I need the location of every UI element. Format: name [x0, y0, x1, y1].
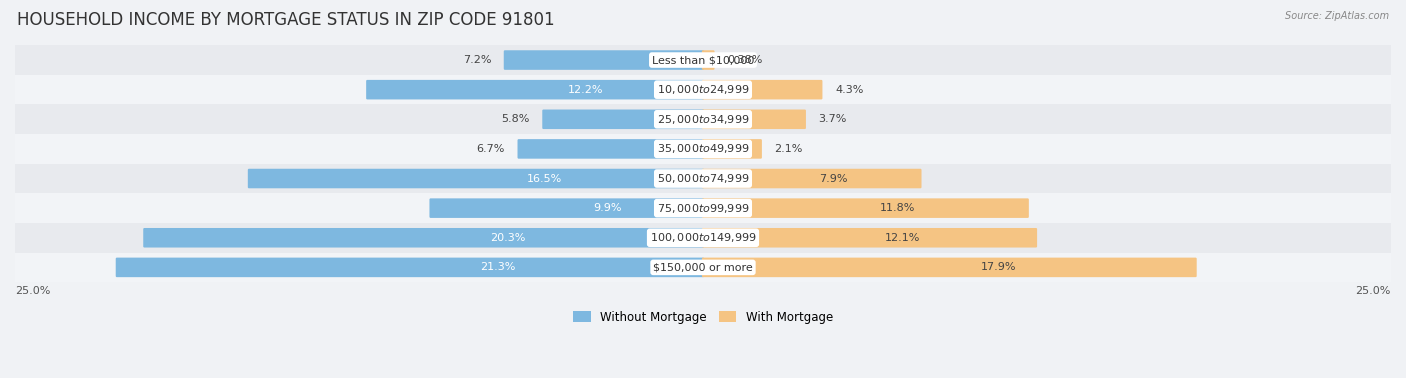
FancyBboxPatch shape [115, 257, 704, 277]
Text: 25.0%: 25.0% [15, 286, 51, 296]
Text: Less than $10,000: Less than $10,000 [652, 55, 754, 65]
FancyBboxPatch shape [247, 169, 704, 188]
Text: 4.3%: 4.3% [835, 85, 863, 94]
Text: 9.9%: 9.9% [593, 203, 621, 213]
Legend: Without Mortgage, With Mortgage: Without Mortgage, With Mortgage [568, 306, 838, 328]
FancyBboxPatch shape [15, 104, 1391, 134]
FancyBboxPatch shape [702, 169, 921, 188]
Text: 11.8%: 11.8% [880, 203, 915, 213]
FancyBboxPatch shape [503, 50, 704, 70]
FancyBboxPatch shape [702, 228, 1038, 248]
Text: 16.5%: 16.5% [526, 174, 562, 184]
Text: $10,000 to $24,999: $10,000 to $24,999 [657, 83, 749, 96]
FancyBboxPatch shape [702, 257, 1197, 277]
Text: $150,000 or more: $150,000 or more [654, 262, 752, 273]
Text: 3.7%: 3.7% [818, 114, 846, 124]
FancyBboxPatch shape [429, 198, 704, 218]
Text: $50,000 to $74,999: $50,000 to $74,999 [657, 172, 749, 185]
Text: 7.2%: 7.2% [463, 55, 491, 65]
Text: 20.3%: 20.3% [489, 233, 526, 243]
Text: 2.1%: 2.1% [775, 144, 803, 154]
Text: 12.2%: 12.2% [568, 85, 603, 94]
Text: 17.9%: 17.9% [981, 262, 1017, 273]
Text: 25.0%: 25.0% [1355, 286, 1391, 296]
FancyBboxPatch shape [366, 80, 704, 99]
FancyBboxPatch shape [15, 164, 1391, 193]
FancyBboxPatch shape [702, 80, 823, 99]
FancyBboxPatch shape [543, 110, 704, 129]
Text: 7.9%: 7.9% [820, 174, 848, 184]
FancyBboxPatch shape [15, 45, 1391, 75]
FancyBboxPatch shape [702, 139, 762, 159]
Text: 21.3%: 21.3% [481, 262, 516, 273]
FancyBboxPatch shape [15, 193, 1391, 223]
FancyBboxPatch shape [15, 75, 1391, 104]
FancyBboxPatch shape [702, 198, 1029, 218]
Text: 12.1%: 12.1% [886, 233, 921, 243]
Text: Source: ZipAtlas.com: Source: ZipAtlas.com [1285, 11, 1389, 21]
FancyBboxPatch shape [15, 253, 1391, 282]
FancyBboxPatch shape [15, 223, 1391, 253]
FancyBboxPatch shape [143, 228, 704, 248]
FancyBboxPatch shape [702, 50, 714, 70]
Text: $25,000 to $34,999: $25,000 to $34,999 [657, 113, 749, 126]
Text: $100,000 to $149,999: $100,000 to $149,999 [650, 231, 756, 244]
Text: HOUSEHOLD INCOME BY MORTGAGE STATUS IN ZIP CODE 91801: HOUSEHOLD INCOME BY MORTGAGE STATUS IN Z… [17, 11, 554, 29]
FancyBboxPatch shape [702, 110, 806, 129]
Text: 6.7%: 6.7% [477, 144, 505, 154]
Text: $35,000 to $49,999: $35,000 to $49,999 [657, 143, 749, 155]
FancyBboxPatch shape [517, 139, 704, 159]
Text: $75,000 to $99,999: $75,000 to $99,999 [657, 201, 749, 215]
Text: 5.8%: 5.8% [502, 114, 530, 124]
FancyBboxPatch shape [15, 134, 1391, 164]
Text: 0.38%: 0.38% [727, 55, 762, 65]
